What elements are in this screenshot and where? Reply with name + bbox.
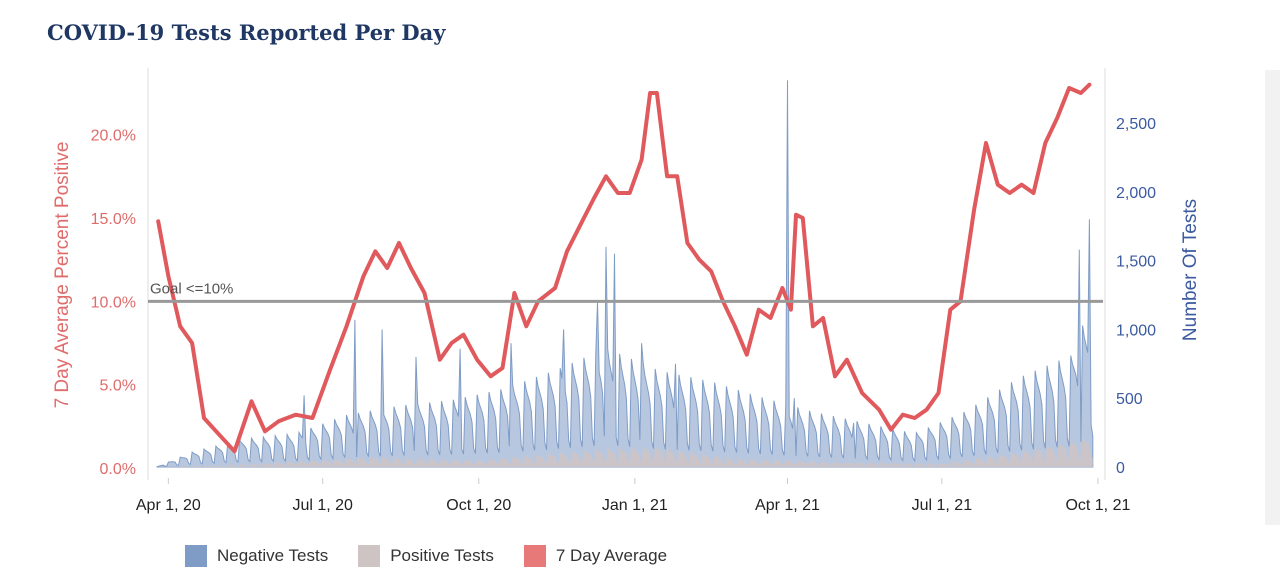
goal-label: Goal <=10% <box>150 280 233 297</box>
right-tick-label: 1,500 <box>1116 254 1156 271</box>
right-ticks: 0 500 1,000 1,500 2,000 2,500 <box>1116 116 1156 477</box>
positive-tests-series <box>156 437 1093 467</box>
legend-item-positive[interactable]: Positive Tests <box>358 545 494 567</box>
legend-swatch-positive <box>358 545 381 567</box>
right-tick-label: 1,000 <box>1116 322 1156 339</box>
left-tick-label: 10.0% <box>91 294 136 311</box>
left-tick-label: 15.0% <box>91 211 136 228</box>
legend-label-negative: Negative Tests <box>217 546 329 565</box>
x-tick-label: Apr 1, 21 <box>755 497 820 514</box>
x-tick-label: Apr 1, 20 <box>136 497 201 514</box>
left-ticks: 0.0% 5.0% 10.0% 15.0% 20.0% <box>91 128 136 478</box>
legend-swatch-negative <box>185 545 207 567</box>
legend-item-negative[interactable]: Negative Tests <box>185 545 328 567</box>
legend-label-positive: Positive Tests <box>390 546 494 565</box>
left-tick-label: 0.0% <box>100 461 136 478</box>
x-tick-label: Oct 1, 20 <box>446 497 511 514</box>
x-ticks: Apr 1, 20 Jul 1, 20 Oct 1, 20 Jan 1, 21 Apr … <box>136 478 1130 514</box>
side-scroll-panel[interactable] <box>1265 70 1280 525</box>
negative-tests-area <box>156 80 1094 468</box>
legend: Negative Tests Positive Tests 7 Day Aver… <box>185 545 667 567</box>
right-tick-label: 2,000 <box>1116 185 1156 202</box>
right-tick-label: 500 <box>1116 391 1143 408</box>
right-tick-label: 2,500 <box>1116 116 1156 133</box>
goal-group: Goal <=10% <box>148 280 1103 303</box>
negative-tests-series <box>156 80 1094 468</box>
positive-tests-area <box>156 437 1093 467</box>
chart-title: COVID-19 Tests Reported Per Day <box>47 20 446 45</box>
left-tick-label: 5.0% <box>100 378 136 395</box>
x-tick-label: Oct 1, 21 <box>1065 497 1130 514</box>
x-tick-label: Jan 1, 21 <box>602 497 668 514</box>
average-series <box>156 82 1092 454</box>
legend-label-average: 7 Day Average <box>555 546 668 565</box>
legend-swatch-average <box>523 545 546 567</box>
average-line <box>156 82 1092 454</box>
right-axis-label: Number Of Tests <box>1180 199 1201 341</box>
left-axis-label: 7 Day Average Percent Positive <box>52 142 73 409</box>
left-tick-label: 20.0% <box>91 128 136 145</box>
x-tick-label: Jul 1, 20 <box>292 497 353 514</box>
right-tick-label: 0 <box>1116 460 1125 477</box>
x-tick-label: Jul 1, 21 <box>912 497 973 514</box>
legend-item-average[interactable]: 7 Day Average <box>523 545 668 567</box>
plot-axes <box>147 68 1106 480</box>
